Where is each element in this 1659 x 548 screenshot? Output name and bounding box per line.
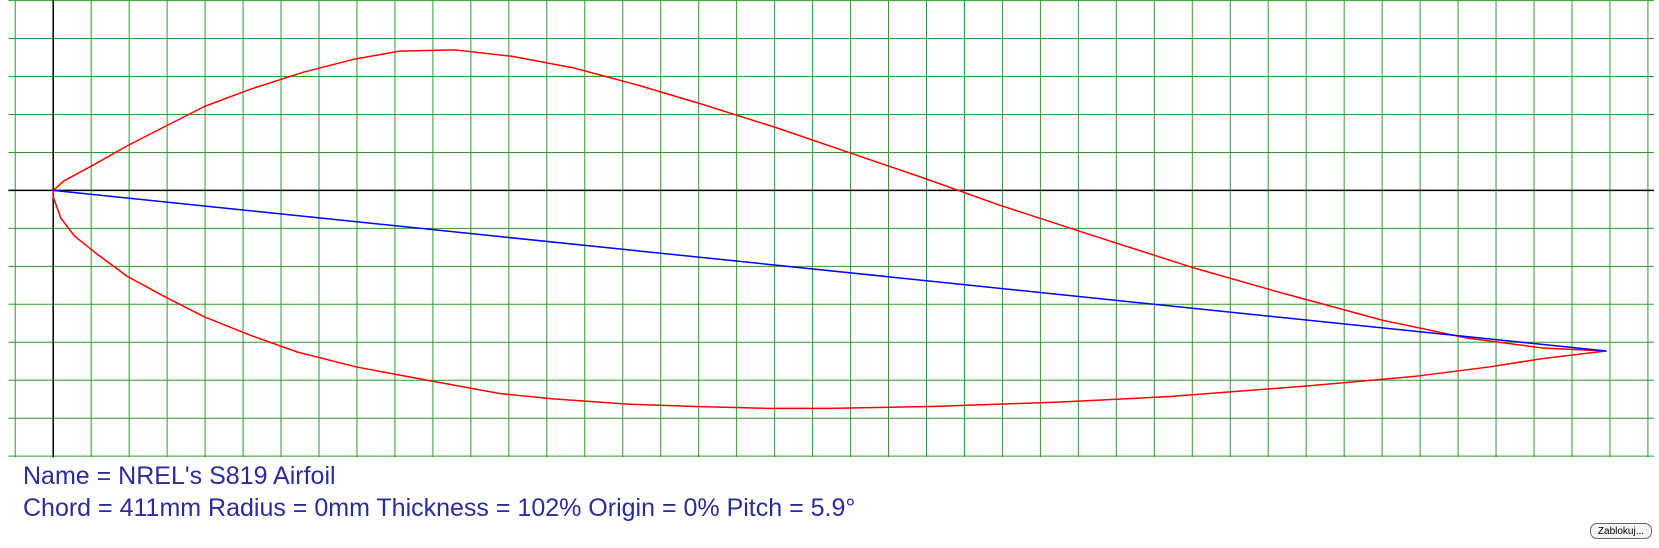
curve — [53, 189, 1607, 352]
airfoil-plot — [8, 0, 1654, 458]
params-line: Chord = 411mm Radius = 0mm Thickness = 1… — [23, 494, 856, 522]
lock-button[interactable]: Zablokuj... — [1590, 523, 1652, 539]
curve — [52, 49, 1607, 410]
name-line: Name = NREL's S819 Airfoil — [23, 462, 336, 490]
